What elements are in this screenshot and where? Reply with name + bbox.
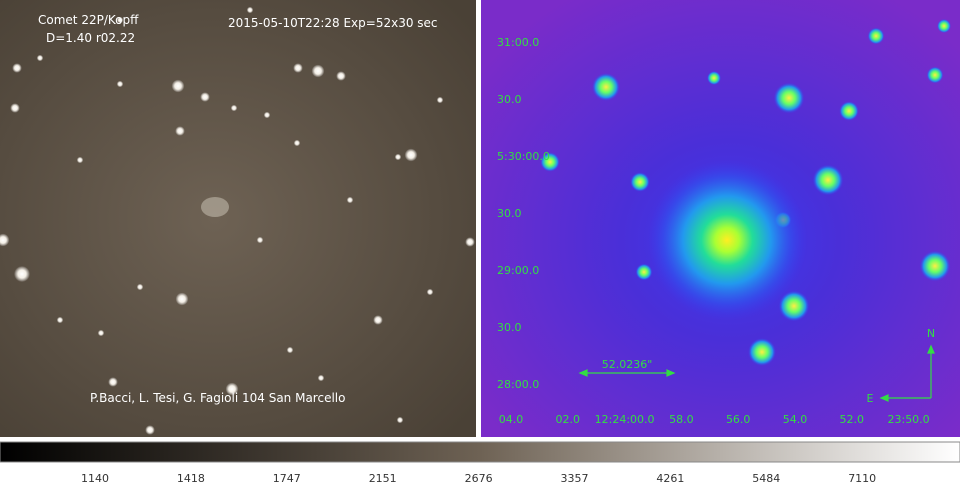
comet-left xyxy=(201,197,229,217)
star xyxy=(839,101,859,121)
star xyxy=(937,19,951,33)
north-label: N xyxy=(927,327,935,340)
star xyxy=(540,152,560,172)
star xyxy=(436,96,444,104)
star xyxy=(926,66,944,84)
dec-label: 29:00.0 xyxy=(497,264,539,277)
ra-label: 02.0 xyxy=(556,413,581,426)
star xyxy=(465,237,475,247)
colorbar-tick-label: 2151 xyxy=(369,472,397,485)
star xyxy=(175,126,185,136)
dec-label: 30.0 xyxy=(497,207,522,220)
star xyxy=(97,329,105,337)
star xyxy=(171,79,185,93)
comet xyxy=(647,160,807,320)
star xyxy=(56,316,64,324)
colorbar-tick-label: 3357 xyxy=(561,472,589,485)
star xyxy=(175,292,189,306)
star xyxy=(293,63,303,73)
star xyxy=(635,263,653,281)
star xyxy=(145,425,155,435)
star xyxy=(707,71,721,85)
star xyxy=(812,164,844,196)
star xyxy=(394,153,402,161)
credit-label: P.Bacci, L. Tesi, G. Fagioli 104 San Mar… xyxy=(90,391,345,405)
colorbar-tick-label: 7110 xyxy=(848,472,876,485)
dec-label: 5:30:00.0 xyxy=(497,150,550,163)
dec-label: 30.0 xyxy=(497,93,522,106)
star xyxy=(630,172,650,192)
star xyxy=(919,250,951,282)
scale-bar xyxy=(578,369,676,377)
star xyxy=(396,416,404,424)
exposure-label: 2015-05-10T22:28 Exp=52x30 sec xyxy=(228,16,438,30)
star xyxy=(108,377,118,387)
ra-label: 23:50.0 xyxy=(887,413,929,426)
right-stars xyxy=(540,19,951,366)
star xyxy=(116,80,124,88)
star xyxy=(336,71,346,81)
dec-label: 28:00.0 xyxy=(497,378,539,391)
star xyxy=(346,196,354,204)
star xyxy=(136,283,144,291)
ra-label: 04.0 xyxy=(499,413,524,426)
star xyxy=(748,338,776,366)
star xyxy=(10,103,20,113)
ra-label: 12:24:00.0 xyxy=(595,413,655,426)
star xyxy=(317,374,325,382)
colorbar-tick-label: 1747 xyxy=(273,472,301,485)
star xyxy=(0,233,10,247)
star xyxy=(773,82,805,114)
ra-label: 54.0 xyxy=(783,413,808,426)
colorbar xyxy=(0,441,960,463)
divider xyxy=(476,0,481,437)
star xyxy=(116,16,124,24)
dec-label: 31:00.0 xyxy=(497,36,539,49)
star xyxy=(36,54,44,62)
star xyxy=(778,290,810,322)
left-image xyxy=(0,0,476,437)
star xyxy=(230,104,238,112)
colorbar-tick-label: 4261 xyxy=(656,472,684,485)
star xyxy=(263,111,271,119)
dec-label: 30.0 xyxy=(497,321,522,334)
star xyxy=(14,266,30,282)
star xyxy=(867,27,885,45)
star xyxy=(592,73,620,101)
star xyxy=(76,156,84,164)
scale-label: 52.0236" xyxy=(602,358,653,371)
star xyxy=(286,346,294,354)
ra-label: 58.0 xyxy=(669,413,694,426)
left-stars xyxy=(0,6,475,435)
star xyxy=(426,288,434,296)
east-label: E xyxy=(867,392,874,405)
star xyxy=(373,315,383,325)
star xyxy=(200,92,210,102)
distance-label: D=1.40 r02.22 xyxy=(46,31,135,45)
compass xyxy=(879,344,935,402)
star xyxy=(246,6,254,14)
object-label: Comet 22P/Kopff xyxy=(38,13,139,27)
star xyxy=(12,63,22,73)
ra-label: 56.0 xyxy=(726,413,751,426)
star xyxy=(225,382,239,396)
star xyxy=(311,64,325,78)
colorbar-tick-label: 2676 xyxy=(465,472,493,485)
colorbar-tick-label: 1140 xyxy=(81,472,109,485)
ra-label: 52.0 xyxy=(840,413,865,426)
star xyxy=(404,148,418,162)
colorbar-tick-label: 5484 xyxy=(752,472,780,485)
colorbar-tick-label: 1418 xyxy=(177,472,205,485)
star xyxy=(293,139,301,147)
star xyxy=(256,236,264,244)
